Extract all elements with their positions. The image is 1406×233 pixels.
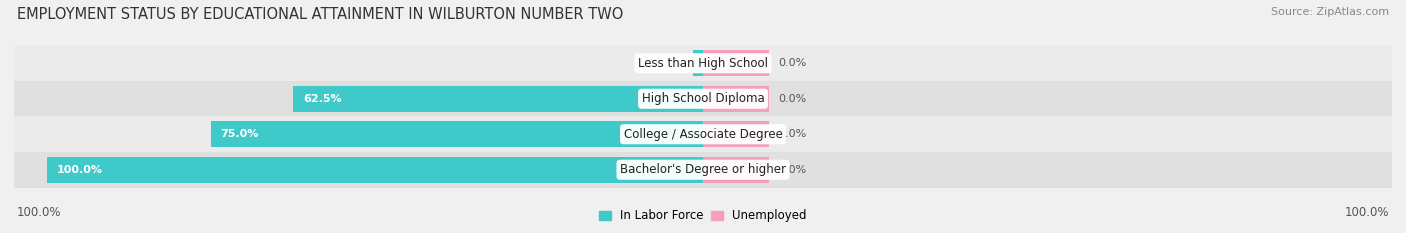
Bar [14, 152, 1392, 188]
Text: 0.0%: 0.0% [779, 129, 807, 139]
Bar [46, 157, 703, 182]
Text: 0.0%: 0.0% [779, 58, 807, 68]
Text: 100.0%: 100.0% [56, 165, 103, 175]
Bar [14, 116, 1392, 152]
Text: 0.0%: 0.0% [779, 165, 807, 175]
Bar [703, 51, 769, 76]
Text: EMPLOYMENT STATUS BY EDUCATIONAL ATTAINMENT IN WILBURTON NUMBER TWO: EMPLOYMENT STATUS BY EDUCATIONAL ATTAINM… [17, 7, 623, 22]
Bar [703, 121, 769, 147]
Text: Less than High School: Less than High School [638, 57, 768, 70]
Legend: In Labor Force, Unemployed: In Labor Force, Unemployed [599, 209, 807, 223]
Text: Source: ZipAtlas.com: Source: ZipAtlas.com [1271, 7, 1389, 17]
Text: College / Associate Degree: College / Associate Degree [624, 128, 782, 141]
Text: 62.5%: 62.5% [302, 94, 342, 104]
Text: 75.0%: 75.0% [221, 129, 259, 139]
Text: 100.0%: 100.0% [1344, 206, 1389, 219]
Bar [292, 86, 703, 112]
Bar [703, 86, 769, 112]
Bar [14, 81, 1392, 116]
Text: High School Diploma: High School Diploma [641, 92, 765, 105]
Bar [14, 45, 1392, 81]
Bar [211, 121, 703, 147]
Text: Bachelor's Degree or higher: Bachelor's Degree or higher [620, 163, 786, 176]
Text: 100.0%: 100.0% [17, 206, 62, 219]
Text: 0.0%: 0.0% [655, 58, 683, 68]
Bar [693, 51, 703, 76]
Text: 0.0%: 0.0% [779, 94, 807, 104]
Bar [703, 157, 769, 182]
